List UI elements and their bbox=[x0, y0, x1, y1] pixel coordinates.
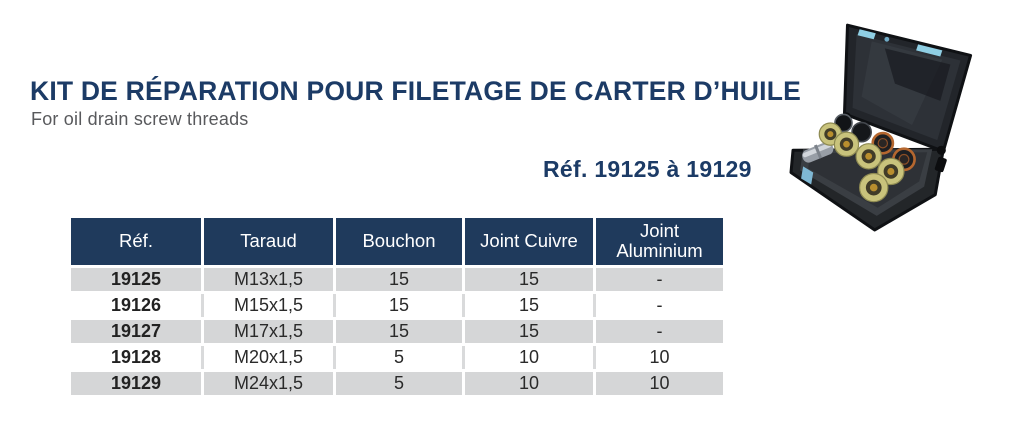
cell-taraud: M13x1,5 bbox=[201, 264, 336, 294]
col-header-taraud: Taraud bbox=[201, 218, 336, 268]
cell-joint-cuivre: 10 bbox=[462, 368, 596, 398]
cell-bouchon: 15 bbox=[333, 290, 465, 320]
cell-bouchon: 5 bbox=[333, 368, 465, 398]
cell-joint-cuivre: 15 bbox=[462, 264, 596, 294]
case-lid-shape bbox=[842, 23, 973, 153]
page-title: KIT DE RÉPARATION POUR FILETAGE DE CARTE… bbox=[30, 76, 801, 106]
cell-taraud: M17x1,5 bbox=[201, 316, 336, 346]
parts-table: Réf. Taraud Bouchon Joint Cuivre Joint A… bbox=[68, 218, 726, 398]
table-row: 19129 M24x1,5 5 10 10 bbox=[68, 368, 726, 398]
table-row: 19127 M17x1,5 15 15 - bbox=[68, 316, 726, 346]
cell-joint-aluminium: - bbox=[593, 316, 726, 346]
cell-joint-aluminium: 10 bbox=[593, 368, 726, 398]
cell-ref: 19126 bbox=[68, 290, 204, 320]
cell-joint-aluminium: - bbox=[593, 290, 726, 320]
cell-joint-cuivre: 15 bbox=[462, 290, 596, 320]
col-header-ref: Réf. bbox=[68, 218, 204, 268]
brass-washers bbox=[818, 122, 905, 203]
col-header-joint-aluminium: Joint Aluminium bbox=[593, 218, 726, 268]
col-header-bouchon: Bouchon bbox=[333, 218, 465, 268]
col-header-joint-cuivre: Joint Cuivre bbox=[462, 218, 596, 268]
reference-range-label: Réf. 19125 à 19129 bbox=[543, 156, 752, 182]
cell-bouchon: 15 bbox=[333, 316, 465, 346]
cell-joint-aluminium: - bbox=[593, 264, 726, 294]
product-photo-kit-case bbox=[789, 23, 973, 232]
cell-ref: 19125 bbox=[68, 264, 204, 294]
table-row: 19126 M15x1,5 15 15 - bbox=[68, 290, 726, 320]
cell-bouchon: 5 bbox=[333, 342, 465, 372]
table-row: 19128 M20x1,5 5 10 10 bbox=[68, 342, 726, 372]
cell-ref: 19129 bbox=[68, 368, 204, 398]
table-header-row: Réf. Taraud Bouchon Joint Cuivre Joint A… bbox=[68, 218, 726, 268]
cell-taraud: M24x1,5 bbox=[201, 368, 336, 398]
cell-taraud: M15x1,5 bbox=[201, 290, 336, 320]
table-row: 19125 M13x1,5 15 15 - bbox=[68, 264, 726, 294]
page-subtitle: For oil drain screw threads bbox=[31, 109, 249, 129]
cell-joint-aluminium: 10 bbox=[593, 342, 726, 372]
cell-ref: 19128 bbox=[68, 342, 204, 372]
cell-ref: 19127 bbox=[68, 316, 204, 346]
cell-joint-cuivre: 10 bbox=[462, 342, 596, 372]
cell-joint-cuivre: 15 bbox=[462, 316, 596, 346]
cell-bouchon: 15 bbox=[333, 264, 465, 294]
metal-cylinder-part bbox=[802, 141, 834, 163]
cell-taraud: M20x1,5 bbox=[201, 342, 336, 372]
